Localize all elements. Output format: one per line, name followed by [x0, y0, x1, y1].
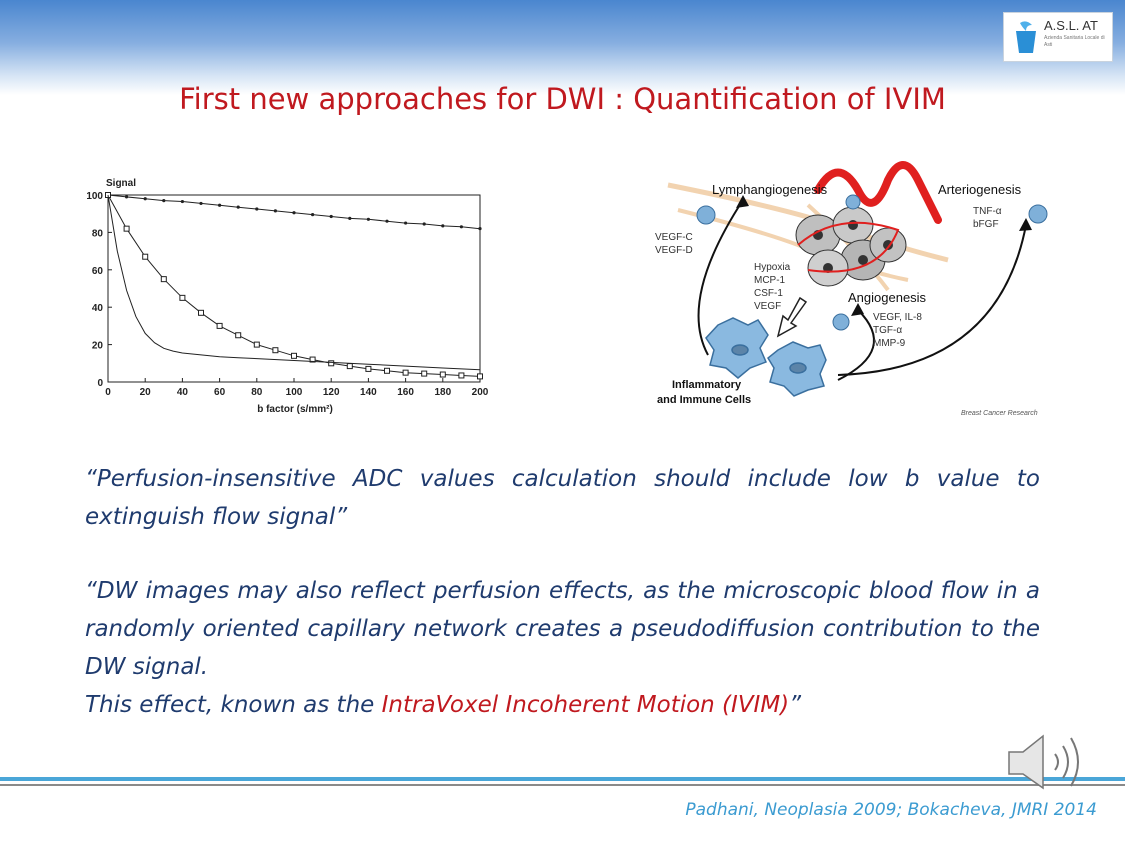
quote-ivim-text: “DW images may also reflect perfusion ef… [85, 578, 1040, 680]
chart-x-tick-label: 200 [472, 387, 489, 398]
chart-x-tick-label: 60 [214, 387, 226, 398]
chart-x-tick-label: 40 [177, 387, 189, 398]
label-vegf-d: VEGF-D [655, 245, 693, 256]
logo-subtitle: Azienda Sanitaria Locale di Asti [1044, 35, 1105, 48]
chart-point [458, 372, 465, 379]
label-tgf: TGF-α [873, 325, 902, 336]
chart-point [421, 370, 428, 377]
chart-series-line-3 [107, 194, 481, 371]
chart-point [441, 224, 445, 228]
chart-point [273, 209, 277, 213]
label-vegf-c: VEGF-C [655, 232, 693, 243]
label-inflammatory: Inflammatory [672, 379, 742, 391]
quote-ivim-lead: This effect, known as the [85, 692, 382, 718]
label-angiogenesis: Angiogenesis [848, 290, 927, 305]
chart-y-tick-label: 100 [86, 191, 103, 202]
chart-point [385, 219, 389, 223]
quote-ivim: “DW images may also reflect perfusion ef… [85, 572, 1040, 724]
chart-point [404, 221, 408, 225]
chart-point [384, 367, 390, 374]
ivim-highlight: IntraVoxel Incoherent Motion (IVIM) [381, 692, 790, 718]
chart-point [439, 371, 446, 378]
asl-logo: A.S.L. AT Azienda Sanitaria Locale di As… [1003, 12, 1113, 62]
chart-point [123, 225, 130, 232]
chart-point [142, 253, 149, 260]
label-immune-cells: and Immune Cells [657, 394, 751, 406]
slide-title: First new approaches for DWI : Quantific… [179, 82, 946, 116]
chart-point [478, 227, 482, 231]
signal-chart: Signal b factor (s/mm²) 0 20 40 60 80 100 120 1… [72, 168, 512, 428]
chart-ylabel: Signal [106, 178, 136, 189]
label-tnf: TNF-α [973, 206, 1002, 217]
label-arteriogenesis: Arteriogenesis [938, 182, 1022, 197]
chart-y-tick-label: 0 [97, 378, 103, 389]
chart-x-tick-label: 20 [140, 387, 152, 398]
chart-point [253, 341, 260, 348]
asl-logo-icon [1016, 21, 1036, 53]
chart-y-tick-label: 20 [92, 341, 104, 352]
chart-point [348, 216, 352, 220]
chart-point [199, 201, 203, 206]
chart-point [366, 217, 370, 221]
chart-x-tick-label: 120 [323, 387, 340, 398]
quote-adc: “Perfusion-insensitive ADC values calcul… [85, 466, 1040, 530]
footer-rule-gray [0, 784, 1125, 786]
chart-point [235, 332, 242, 339]
chart-point [162, 199, 166, 203]
chart-point [402, 369, 409, 376]
chart-point [292, 211, 296, 215]
chart-point [143, 197, 147, 201]
chart-point [179, 294, 186, 301]
tumor-cluster [795, 206, 907, 287]
chart-point [309, 356, 316, 363]
label-vegf: VEGF [754, 301, 781, 312]
chart-x-tick-label: 0 [105, 387, 111, 398]
chart-point [218, 203, 222, 207]
chart-point [459, 225, 463, 229]
header-band [0, 0, 1125, 95]
chart-x-tick-label: 100 [286, 387, 303, 398]
chart-y-tick-label: 60 [92, 266, 104, 277]
chart-y-tick-label: 80 [92, 228, 104, 239]
chart-point [329, 214, 333, 219]
logo-title: A.S.L. AT [1044, 18, 1098, 33]
chart-xlabel: b factor (s/mm²) [257, 404, 333, 415]
label-bfgf: bFGF [973, 219, 999, 230]
chart-point [160, 276, 167, 283]
angiogenesis-figure: Lymphangiogenesis Arteriogenesis VEGF-C … [648, 150, 1068, 425]
label-mcp1: MCP-1 [754, 275, 786, 286]
chart-point [311, 213, 315, 217]
chart-y-tick-label: 40 [92, 303, 104, 314]
chart-x-tick-label: 80 [251, 387, 263, 398]
chart-point [216, 322, 223, 329]
chart-point [272, 347, 279, 354]
chart-series-line-2 [107, 194, 481, 377]
chart-x-tick-label: 160 [397, 387, 414, 398]
chart-point [291, 352, 297, 359]
quote-ivim-close: ” [789, 692, 802, 718]
chart-point [422, 222, 426, 226]
label-csf1: CSF-1 [754, 288, 783, 299]
chart-point [180, 199, 184, 204]
chart-x-tick-label: 180 [434, 387, 451, 398]
figure-source: Breast Cancer Research [961, 410, 1038, 417]
chart-point [198, 309, 204, 316]
chart-point [365, 365, 372, 372]
label-mmp9: MMP-9 [873, 338, 906, 349]
chart-x-tick-label: 140 [360, 387, 377, 398]
speaker-icon[interactable] [1003, 730, 1093, 800]
footer-rule-blue [0, 777, 1125, 781]
label-lymphangiogenesis: Lymphangiogenesis [712, 182, 828, 197]
chart-point [255, 207, 259, 211]
label-hypoxia: Hypoxia [754, 262, 791, 273]
label-vegf-il8: VEGF, IL-8 [873, 312, 922, 323]
chart-point [236, 205, 240, 209]
chart-point [328, 360, 335, 367]
citation: Padhani, Neoplasia 2009; Bokacheva, JMRI… [685, 800, 1097, 820]
chart-point [477, 373, 483, 380]
chart-point [125, 195, 129, 199]
chart-point [346, 363, 353, 370]
